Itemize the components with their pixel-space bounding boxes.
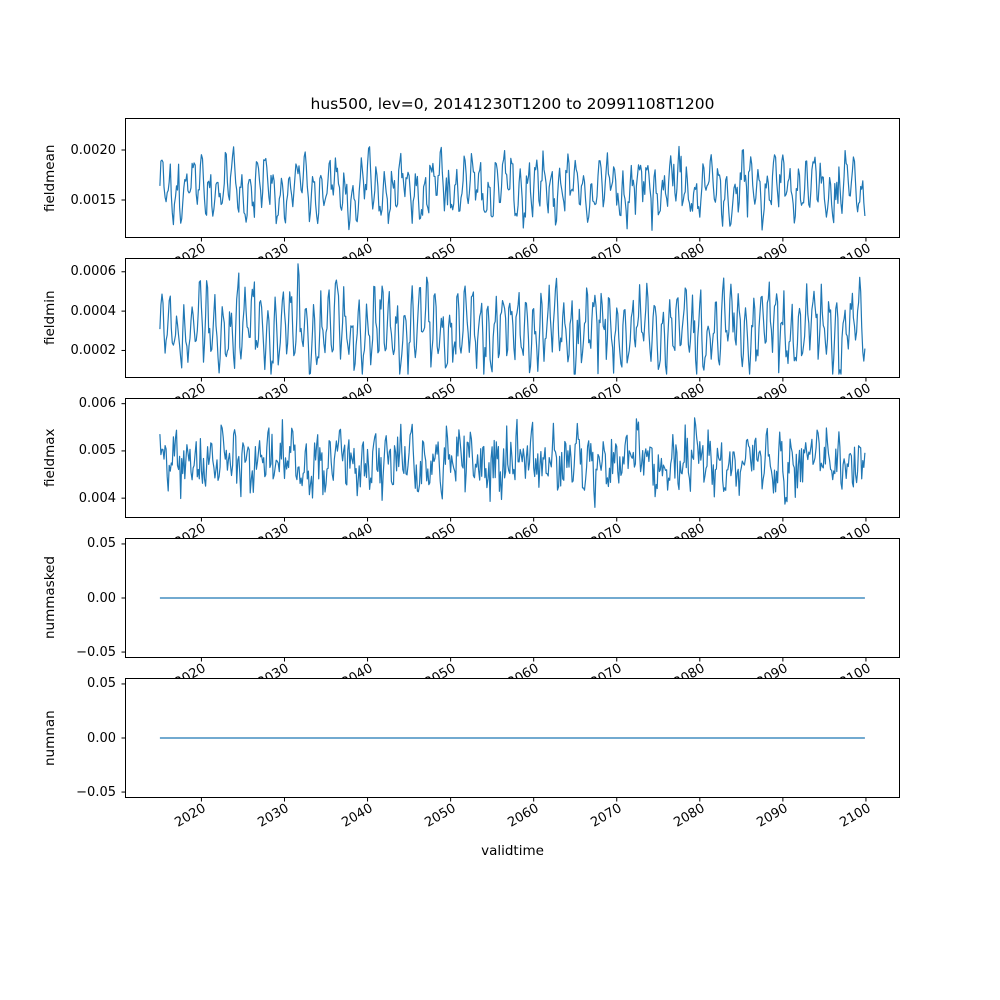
y-tick-label: 0.006 (78, 396, 116, 412)
y-tick-label: −0.05 (76, 784, 116, 800)
subplot-fieldmax: fieldmax 0.004 0.005 0.006 2020 2030 2040 2050 2… (42, 396, 900, 551)
x-axis-label: validtime (481, 843, 544, 859)
x-tick-label: 2020 (172, 801, 209, 831)
x-tick-label: 2100 (837, 801, 874, 831)
y-tick-label: 0.005 (78, 443, 116, 459)
axes-border (125, 118, 900, 238)
y-tick-label: 0.00 (87, 730, 116, 746)
subplot-nummasked: nummasked −0.05 0.00 0.05 2020 2030 2040 2050 20… (42, 536, 900, 691)
axes-border (125, 258, 900, 378)
x-tick-label: 2070 (588, 801, 625, 831)
plot-area (121, 678, 900, 802)
chart-title: hus500, lev=0, 20141230T1200 to 20991108… (310, 95, 715, 113)
plot-area (121, 258, 900, 382)
x-tick-label: 2030 (255, 801, 292, 831)
x-tick-label: 2040 (338, 801, 376, 831)
y-axis-label-fieldmean: fieldmean (42, 144, 58, 212)
y-tick-label: 0.0006 (70, 264, 117, 280)
plot-area (121, 538, 900, 662)
x-tick-label: 2090 (754, 801, 791, 831)
y-tick-label: −0.05 (76, 644, 116, 660)
y-tick-label: 0.0004 (70, 303, 117, 319)
y-tick-label: 0.05 (87, 676, 116, 692)
plot-area (121, 398, 900, 522)
y-tick-label: 0.0002 (70, 342, 117, 358)
subplot-fieldmin: fieldmin 0.0002 0.0004 0.0006 2020 2030 2040 20… (42, 258, 900, 411)
y-tick-label: 0.0020 (70, 142, 117, 158)
axes-border (125, 678, 900, 798)
subplot-fieldmean: fieldmean 0.0015 0.0020 2020 2030 2040 2050 206… (42, 118, 900, 271)
x-tick-label: 2080 (671, 801, 708, 831)
y-tick-label: 0.00 (87, 590, 116, 606)
axes-border (125, 398, 900, 518)
data-line-fieldmin (159, 263, 866, 375)
subplot-numnan: numnan −0.05 0.00 0.05 2020 2030 2040 2050 2060 2… (42, 676, 900, 831)
axes-border (125, 538, 900, 658)
data-line-fieldmean (159, 145, 866, 231)
y-tick-label: 0.05 (87, 536, 116, 552)
plot-area (121, 118, 900, 242)
y-tick-label: 0.0015 (70, 192, 117, 208)
x-tick-label: 2050 (421, 801, 459, 831)
y-tick-label: 0.004 (78, 490, 116, 506)
data-line-fieldmax (159, 417, 866, 509)
x-tick-label: 2060 (505, 801, 542, 831)
